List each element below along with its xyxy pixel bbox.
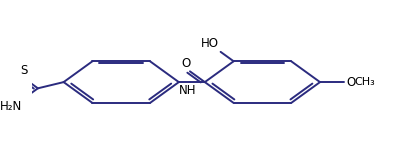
Text: H₂N: H₂N (0, 100, 22, 113)
Text: NH: NH (179, 84, 197, 97)
Text: HO: HO (201, 37, 219, 50)
Text: CH₃: CH₃ (354, 77, 375, 87)
Text: O: O (346, 76, 355, 89)
Text: S: S (20, 64, 28, 77)
Text: O: O (181, 57, 191, 70)
